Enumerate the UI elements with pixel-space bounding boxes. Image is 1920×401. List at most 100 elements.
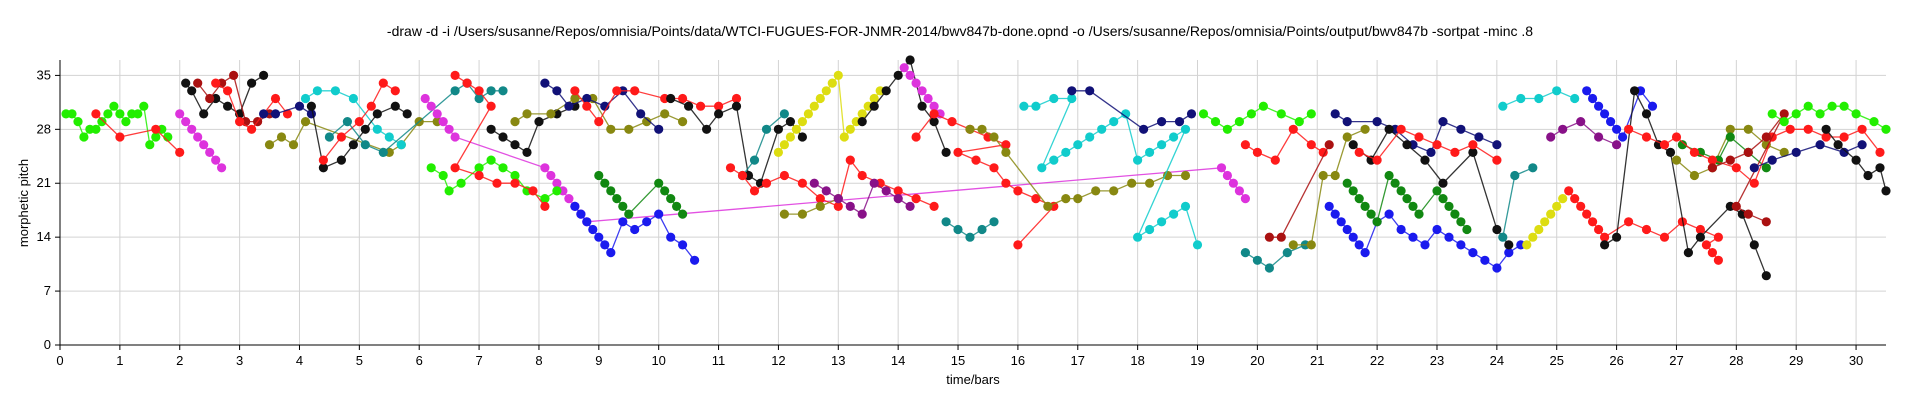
data-point: [774, 125, 783, 134]
data-point: [1432, 140, 1441, 149]
data-point: [1013, 240, 1022, 249]
data-point: [630, 86, 639, 95]
data-point: [1606, 117, 1615, 126]
data-point: [942, 217, 951, 226]
data-point: [798, 179, 807, 188]
pattern-line: [1072, 91, 1192, 130]
data-point: [187, 125, 196, 134]
data-point: [385, 132, 394, 141]
data-point: [1438, 179, 1447, 188]
y-tick-labels: 0714212835: [37, 67, 60, 352]
data-point: [1624, 125, 1633, 134]
data-point: [379, 148, 388, 157]
data-point: [1875, 163, 1884, 172]
data-point: [750, 186, 759, 195]
pattern-series-red: [570, 86, 741, 126]
data-point: [1804, 102, 1813, 111]
pattern-series-teal: [942, 217, 999, 242]
data-point: [965, 125, 974, 134]
data-point: [1397, 125, 1406, 134]
x-tick-label: 0: [56, 353, 63, 368]
x-tick-label: 1: [116, 353, 123, 368]
data-point: [1109, 186, 1118, 195]
data-point: [295, 102, 304, 111]
data-point: [1444, 202, 1453, 211]
data-point: [672, 202, 681, 211]
pattern-series-olive: [265, 117, 442, 157]
data-point: [1043, 202, 1052, 211]
x-tick-label: 13: [831, 353, 845, 368]
data-point: [1672, 132, 1681, 141]
data-point: [690, 256, 699, 265]
data-point: [1510, 171, 1519, 180]
data-point: [906, 202, 915, 211]
data-point: [1666, 148, 1675, 157]
data-point: [1726, 156, 1735, 165]
data-point: [1229, 179, 1238, 188]
x-tick-label: 16: [1011, 353, 1025, 368]
data-point: [762, 179, 771, 188]
data-point: [1295, 117, 1304, 126]
data-point: [660, 186, 669, 195]
data-point: [1343, 179, 1352, 188]
data-point: [1528, 233, 1537, 242]
data-point: [810, 102, 819, 111]
data-point: [1534, 94, 1543, 103]
data-point: [1397, 225, 1406, 234]
data-point: [906, 71, 915, 80]
data-point: [349, 94, 358, 103]
data-point: [1642, 225, 1651, 234]
data-point: [846, 156, 855, 165]
data-point: [1037, 163, 1046, 172]
data-point: [552, 86, 561, 95]
data-point: [570, 202, 579, 211]
data-point: [798, 117, 807, 126]
data-point: [1241, 248, 1250, 257]
y-tick-label: 14: [37, 229, 51, 244]
data-point: [678, 117, 687, 126]
data-point: [199, 109, 208, 118]
pattern-line: [1353, 129, 1509, 245]
data-point: [1582, 86, 1591, 95]
data-point: [953, 225, 962, 234]
data-point: [1391, 179, 1400, 188]
data-point: [546, 171, 555, 180]
data-point: [1343, 225, 1352, 234]
y-tick-label: 7: [44, 283, 51, 298]
data-point: [1492, 263, 1501, 272]
data-point: [451, 71, 460, 80]
data-point: [977, 125, 986, 134]
data-point: [1588, 94, 1597, 103]
data-point: [738, 171, 747, 180]
data-point: [1672, 156, 1681, 165]
data-point: [1792, 109, 1801, 118]
data-point: [1049, 156, 1058, 165]
data-point: [540, 163, 549, 172]
data-point: [900, 63, 909, 72]
data-point: [858, 210, 867, 219]
data-point: [918, 102, 927, 111]
data-point: [1223, 171, 1232, 180]
data-point: [1750, 163, 1759, 172]
data-point: [1373, 156, 1382, 165]
data-point: [977, 225, 986, 234]
data-point: [1343, 117, 1352, 126]
data-point: [1331, 171, 1340, 180]
data-point: [1145, 179, 1154, 188]
data-point: [1085, 132, 1094, 141]
data-point: [1852, 156, 1861, 165]
data-point: [666, 233, 675, 242]
data-point: [1468, 140, 1477, 149]
data-point: [582, 102, 591, 111]
data-point: [1426, 148, 1435, 157]
data-point: [1450, 210, 1459, 219]
data-point: [1780, 117, 1789, 126]
data-point: [846, 125, 855, 134]
data-point: [1630, 86, 1639, 95]
data-point: [1289, 240, 1298, 249]
data-point: [1642, 132, 1651, 141]
data-point: [1199, 109, 1208, 118]
data-point: [762, 125, 771, 134]
data-point: [1217, 163, 1226, 172]
data-point: [1013, 186, 1022, 195]
